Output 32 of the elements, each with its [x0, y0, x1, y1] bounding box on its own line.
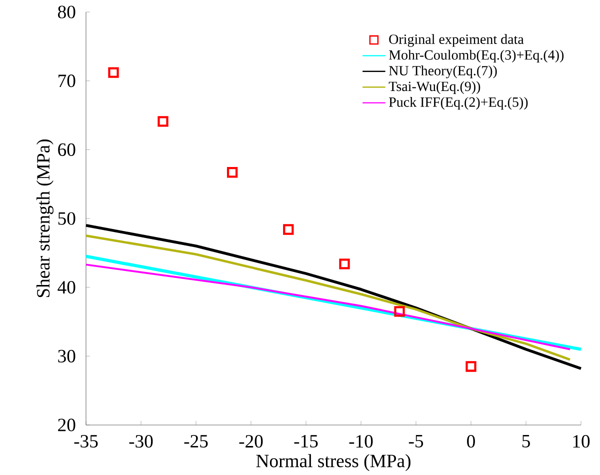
y-tick-label: 70	[58, 74, 76, 87]
x-tick-label: -5	[408, 434, 424, 448]
x-tick-label: -30	[129, 434, 153, 448]
point	[283, 224, 294, 235]
legend-label: Puck IFF(Eq.(2)+Eq.(5))	[388, 96, 528, 110]
legend-label: Tsai-Wu(Eq.(9))	[388, 81, 480, 94]
point	[226, 166, 238, 178]
x-axis-title: Normal stress (MPa)	[256, 454, 410, 471]
x-tick-label: -35	[74, 434, 98, 448]
x-tick-label: 0	[467, 434, 475, 448]
x-tick-label: -20	[239, 434, 263, 448]
legend-label: Original expeiment data	[389, 34, 524, 47]
point	[158, 116, 168, 127]
y-tick-label: 60	[58, 143, 76, 156]
y-tick-label: 40	[58, 280, 76, 294]
point	[108, 67, 119, 78]
legend-label: Mohr-Coulomb(Eq.(3)+Eq.(4))	[388, 50, 564, 62]
point	[394, 306, 405, 317]
x-tick-label: -10	[349, 434, 373, 448]
y-tick-label: 80	[58, 5, 76, 18]
x-tick-label: -15	[294, 434, 318, 448]
y-tick-label: 50	[58, 212, 76, 225]
point	[466, 360, 476, 372]
line-series	[84, 234, 572, 361]
y-axis-title: Shear strength (MPa)	[36, 139, 54, 297]
x-tick-label: 10	[573, 434, 590, 448]
y-tick-label: 20	[58, 418, 76, 432]
legend-label: NU Theory(Eq.(7))	[388, 65, 497, 78]
y-tick-label: 30	[58, 350, 76, 362]
x-tick-label: -25	[184, 434, 208, 448]
x-tick-label: 5	[522, 434, 530, 448]
point	[339, 258, 350, 270]
